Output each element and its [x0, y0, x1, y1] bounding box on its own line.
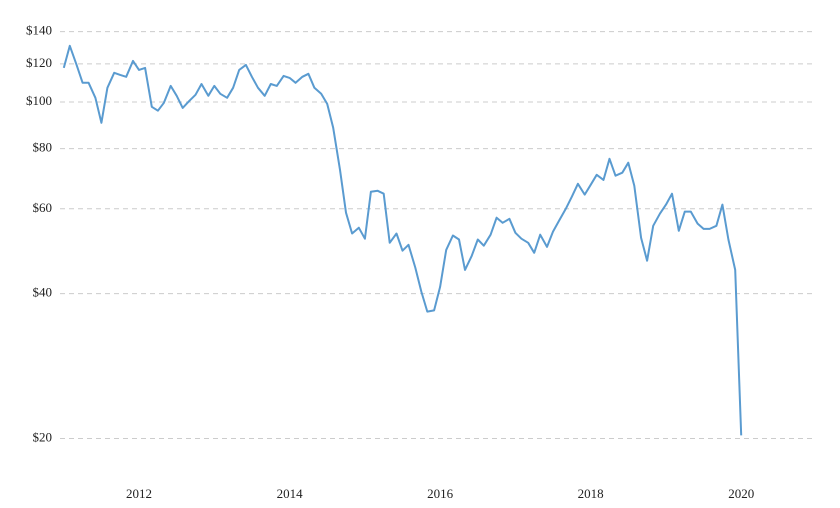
y-tick-label: $60	[33, 200, 53, 215]
y-tick-label: $40	[33, 285, 53, 300]
x-tick-label: 2016	[427, 486, 454, 501]
x-tick-label: 2018	[578, 486, 604, 501]
y-tick-label: $100	[26, 93, 52, 108]
x-tick-label: 2012	[126, 486, 152, 501]
x-tick-label: 2014	[277, 486, 304, 501]
y-tick-label: $140	[26, 23, 52, 38]
y-tick-label: $120	[26, 55, 52, 70]
y-tick-label: $80	[33, 140, 53, 155]
line-series	[62, 44, 743, 436]
x-tick-label: 2020	[728, 486, 754, 501]
y-tick-label: $20	[33, 429, 53, 444]
